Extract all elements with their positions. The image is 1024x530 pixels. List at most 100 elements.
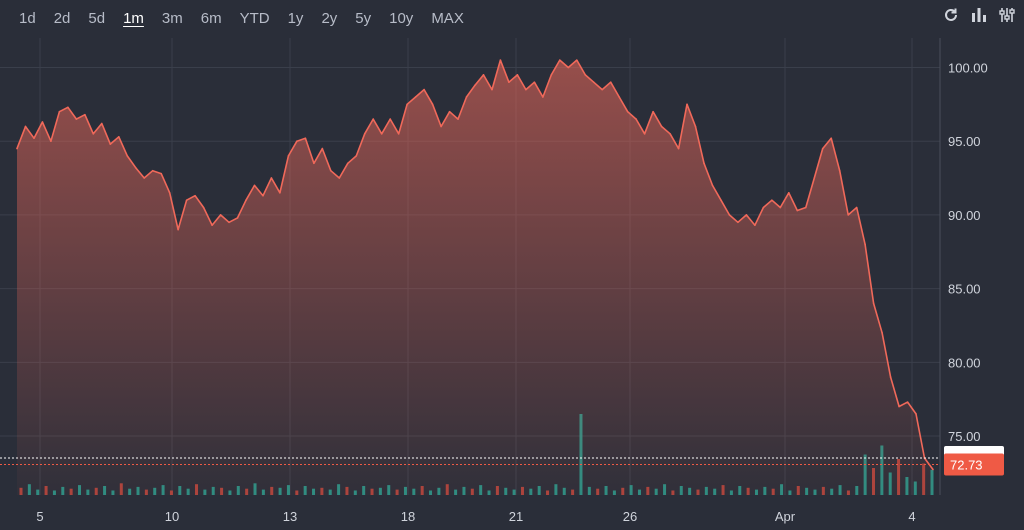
price-point [584,74,587,76]
volume-bar [228,490,232,495]
volume-bar [512,489,516,495]
price-point [262,194,264,197]
price-point [804,206,807,209]
price-point [669,133,671,135]
volume-bar [771,488,775,495]
range-2y[interactable]: 2y [321,10,338,27]
x-tick-label: 10 [165,509,179,524]
range-5y[interactable]: 5y [355,10,372,27]
price-point [50,140,52,142]
volume-bar [537,486,541,495]
price-point [33,137,35,140]
range-max[interactable]: MAX [431,10,464,27]
chart-tools [942,6,1016,24]
volume-bar [846,490,850,495]
price-point [253,184,256,187]
volume-bar [337,484,341,495]
volume-bar [646,486,650,495]
volume-bar [178,486,182,495]
price-point [898,405,900,408]
price-point [372,118,375,120]
range-1d[interactable]: 1d [19,10,36,27]
price-point [813,177,816,179]
volume-bar [495,486,499,495]
volume-bar [278,487,282,495]
volume-bar [780,484,784,495]
range-6m[interactable]: 6m [200,10,222,27]
volume-bar [211,486,215,495]
price-point [245,199,247,201]
volume-bar [220,487,224,495]
price-point [24,125,27,128]
volume-bar [420,486,424,495]
price-point [542,96,544,98]
price-point [279,191,281,194]
volume-bar [286,485,290,495]
volume-bar [871,468,875,495]
price-point [228,221,230,224]
volume-bar [604,486,608,495]
price-point [448,110,451,113]
volume-bar [763,486,767,495]
price-point [906,401,909,403]
volume-bar [454,489,458,495]
volume-bar [704,486,708,495]
price-point [694,125,697,128]
price-point [762,206,765,209]
x-tick-label: 5 [36,509,43,524]
price-point [414,96,417,98]
range-3m[interactable]: 3m [161,10,183,27]
volume-bar [245,488,249,495]
volume-bar [119,483,123,495]
volume-bar [103,486,107,495]
range-1y[interactable]: 1y [287,10,304,27]
volume-bar [679,486,683,495]
price-point [355,155,358,157]
price-point [889,376,892,378]
volume-bar [746,487,750,495]
range-1m[interactable]: 1m [123,10,144,27]
price-point [363,133,366,135]
y-tick-label: 75.00 [948,429,981,444]
volume-bar [136,486,140,495]
bar-chart-icon[interactable] [970,6,988,24]
volume-bar [487,490,491,495]
price-point [474,84,476,86]
price-point [779,206,782,209]
x-tick-label: 4 [908,509,915,524]
settings-sliders-icon[interactable] [998,6,1016,24]
range-5d[interactable]: 5d [88,10,106,27]
price-point [728,214,731,216]
price-point [720,199,722,201]
volume-bar [69,488,73,495]
price-point [864,243,866,246]
price-point [652,110,654,113]
price-point [703,162,705,165]
volume-bar [838,485,842,495]
volume-bar [529,488,533,495]
volume-bar [930,469,934,495]
volume-bar [261,489,265,495]
volume-bar [546,490,550,495]
volume-label-box [944,446,1004,468]
volume-bar [671,490,675,495]
volume-bar [813,489,817,495]
range-10y[interactable]: 10y [389,10,414,27]
price-point [508,81,510,84]
price-point [287,155,290,157]
price-point [788,191,790,194]
price-point [677,147,680,150]
range-ytd[interactable]: YTD [239,10,270,27]
price-point [41,121,44,123]
price-point [151,169,154,172]
last-price-tag [944,453,1004,476]
range-2d[interactable]: 2d [53,10,71,27]
refresh-icon[interactable] [942,6,960,24]
volume-bar [888,472,892,495]
volume-bar [922,463,926,495]
volume-bar [153,487,157,495]
price-point [143,177,146,179]
price-point [346,162,349,165]
price-point [202,206,205,209]
